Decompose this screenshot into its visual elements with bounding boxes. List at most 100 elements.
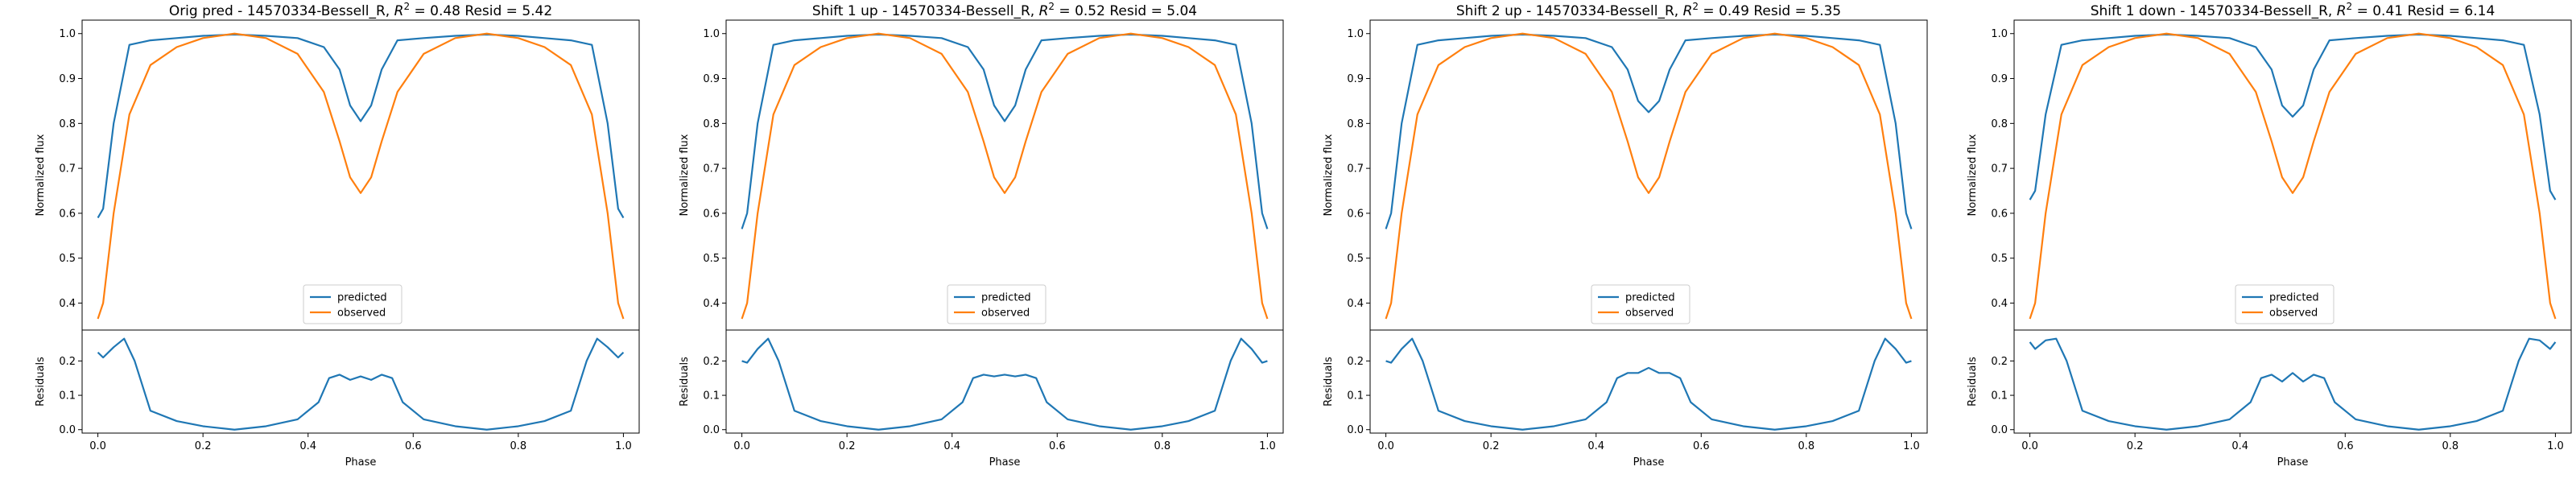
top-ylabel: Normalized flux bbox=[1323, 134, 1335, 216]
legend-label-observed: observed bbox=[1625, 308, 1674, 320]
title-superscript: 2 bbox=[2347, 1, 2353, 12]
legend-box bbox=[303, 284, 402, 324]
top-ytick-label: 0.8 bbox=[703, 118, 720, 130]
xtick-label: 0.0 bbox=[1377, 440, 1394, 452]
xtick-label: 0.0 bbox=[89, 440, 106, 452]
top-ytick-label: 0.8 bbox=[59, 118, 76, 130]
top-ytick-label: 0.4 bbox=[1991, 298, 2008, 310]
legend-label-observed: observed bbox=[2269, 308, 2318, 320]
xtick-label: 0.0 bbox=[2021, 440, 2038, 452]
title-equals: = bbox=[1699, 3, 1719, 19]
bottom-ylabel: Residuals bbox=[1323, 357, 1335, 407]
top-axes-frame bbox=[2013, 19, 2572, 331]
bottom-ytick-label: 0.0 bbox=[703, 424, 720, 436]
top-axes-frame bbox=[1369, 19, 1928, 331]
xlabel: Phase bbox=[345, 456, 377, 469]
xtick-label: 1.0 bbox=[615, 440, 632, 452]
title-equals: = bbox=[410, 3, 430, 19]
title-prefix: Orig pred - 14570334-Bessell_R, bbox=[169, 3, 394, 19]
title-equals: = bbox=[2352, 3, 2372, 19]
top-ytick-label: 0.5 bbox=[1991, 253, 2008, 265]
xtick-label: 0.2 bbox=[1483, 440, 1500, 452]
xtick-label: 0.6 bbox=[405, 440, 422, 452]
title-r-symbol: R bbox=[1039, 3, 1049, 19]
series-line-predicted bbox=[741, 33, 1269, 229]
top-ytick-label: 0.7 bbox=[703, 163, 720, 175]
title-prefix: Shift 2 up - 14570334-Bessell_R, bbox=[1456, 3, 1683, 19]
top-ytick-label: 1.0 bbox=[1991, 28, 2008, 40]
bottom-ytick-label: 0.1 bbox=[1991, 390, 2008, 402]
xtick-label: 0.4 bbox=[299, 440, 316, 452]
series-line-observed bbox=[97, 32, 625, 320]
xlabel: Phase bbox=[2277, 456, 2309, 469]
xtick-label: 0.6 bbox=[2337, 440, 2354, 452]
bottom-ytick-label: 0.2 bbox=[1991, 356, 2008, 368]
xtick-label: 0.2 bbox=[195, 440, 212, 452]
top-ytick-label: 0.9 bbox=[703, 73, 720, 85]
top-ytick-label: 0.6 bbox=[703, 208, 720, 220]
top-ytick-label: 0.7 bbox=[1991, 163, 2008, 175]
bottom-ytick-label: 0.0 bbox=[59, 424, 76, 436]
top-ytick-label: 0.9 bbox=[59, 73, 76, 85]
chart-panel-4: Shift 1 down - 14570334-Bessell_R, R2 = … bbox=[1967, 1, 2572, 469]
top-ytick-label: 0.6 bbox=[1347, 208, 1364, 220]
title-r-symbol: R bbox=[2337, 3, 2347, 19]
title-suffix: Resid = 6.14 bbox=[2403, 3, 2495, 19]
chart-title: Shift 1 down - 14570334-Bessell_R, R2 = … bbox=[2091, 1, 2496, 19]
chart-title: Shift 2 up - 14570334-Bessell_R, R2 = 0.… bbox=[1456, 1, 1841, 19]
title-equals: = bbox=[1055, 3, 1075, 19]
residual-line bbox=[741, 337, 1268, 431]
top-axes-frame bbox=[725, 19, 1284, 331]
bottom-ytick-label: 0.1 bbox=[59, 390, 76, 402]
chart-title: Orig pred - 14570334-Bessell_R, R2 = 0.4… bbox=[169, 1, 552, 19]
bottom-ytick-label: 0.1 bbox=[703, 390, 720, 402]
xtick-label: 0.0 bbox=[733, 440, 750, 452]
chart-title: Shift 1 up - 14570334-Bessell_R, R2 = 0.… bbox=[812, 1, 1197, 19]
xtick-label: 0.6 bbox=[1693, 440, 1710, 452]
legend: predicted observed bbox=[947, 284, 1046, 324]
legend-box bbox=[947, 284, 1046, 324]
top-ytick-label: 1.0 bbox=[703, 28, 720, 40]
top-ytick-label: 0.4 bbox=[703, 298, 720, 310]
legend-label-observed: observed bbox=[337, 308, 386, 320]
legend: predicted observed bbox=[1591, 284, 1690, 324]
legend-box bbox=[2235, 284, 2334, 324]
series-line-predicted bbox=[2029, 33, 2557, 200]
top-ytick-label: 0.5 bbox=[59, 253, 76, 265]
series-line-predicted bbox=[97, 33, 625, 219]
residual-line bbox=[97, 337, 625, 431]
bottom-ytick-label: 0.1 bbox=[1347, 390, 1364, 402]
xtick-label: 1.0 bbox=[2547, 440, 2564, 452]
xtick-label: 1.0 bbox=[1903, 440, 1920, 452]
top-ytick-label: 0.8 bbox=[1991, 118, 2008, 130]
series-line-observed bbox=[1385, 32, 1913, 320]
top-ytick-label: 0.9 bbox=[1347, 73, 1364, 85]
xtick-label: 0.4 bbox=[943, 440, 960, 452]
bottom-ylabel: Residuals bbox=[35, 357, 47, 407]
xtick-label: 0.2 bbox=[2127, 440, 2144, 452]
top-ytick-label: 0.7 bbox=[1347, 163, 1364, 175]
bottom-axes-frame bbox=[81, 329, 640, 434]
bottom-axes-frame bbox=[725, 329, 1284, 434]
bottom-axes-frame bbox=[1369, 329, 1928, 434]
top-ytick-label: 0.9 bbox=[1991, 73, 2008, 85]
top-ytick-label: 1.0 bbox=[1347, 28, 1364, 40]
top-ytick-label: 0.5 bbox=[703, 253, 720, 265]
xtick-label: 0.8 bbox=[510, 440, 527, 452]
residual-line bbox=[1385, 337, 1912, 431]
legend-label-observed: observed bbox=[981, 308, 1030, 320]
chart-panel-1: Orig pred - 14570334-Bessell_R, R2 = 0.4… bbox=[35, 1, 640, 469]
top-ytick-label: 0.8 bbox=[1347, 118, 1364, 130]
xtick-label: 0.4 bbox=[1587, 440, 1604, 452]
bottom-ylabel: Residuals bbox=[1967, 357, 1979, 407]
residual-line bbox=[2029, 337, 2557, 431]
top-ylabel: Normalized flux bbox=[1967, 134, 1979, 216]
legend-label-predicted: predicted bbox=[337, 292, 387, 304]
legend-label-predicted: predicted bbox=[981, 292, 1031, 304]
bottom-ytick-label: 0.2 bbox=[703, 356, 720, 368]
bottom-ytick-label: 0.0 bbox=[1347, 424, 1364, 436]
series-line-predicted bbox=[1385, 33, 1913, 229]
xtick-label: 0.4 bbox=[2231, 440, 2248, 452]
bottom-ytick-label: 0.2 bbox=[1347, 356, 1364, 368]
top-ytick-label: 0.4 bbox=[1347, 298, 1364, 310]
